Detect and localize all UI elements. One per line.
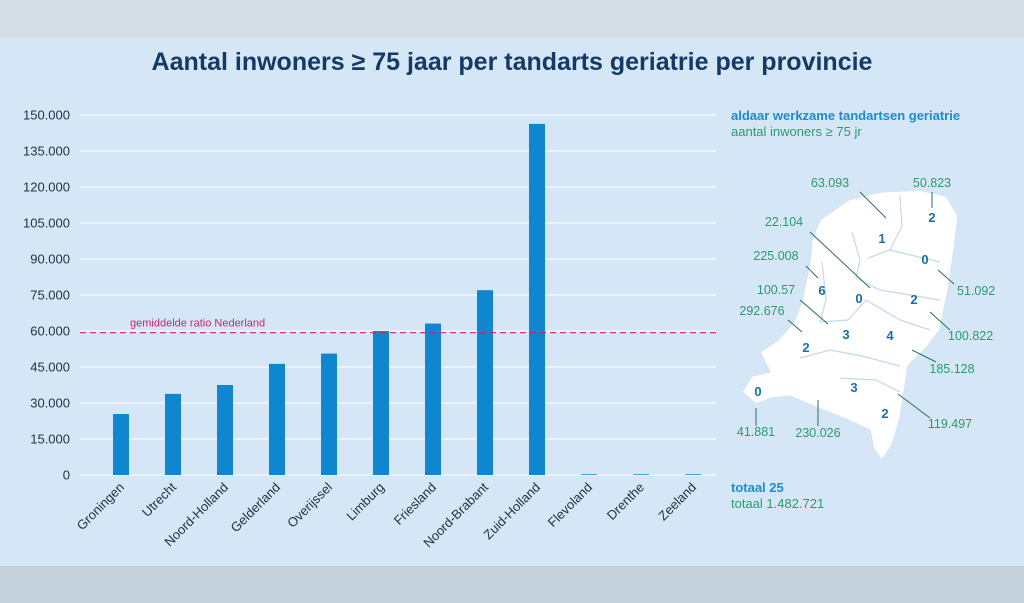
map-leader-line <box>809 231 871 289</box>
bar-zuid-holland <box>529 123 545 475</box>
map-dentist-count: 2 <box>802 340 809 355</box>
map-resident-count: 292.676 <box>739 304 784 318</box>
map-dentist-count: 2 <box>881 406 888 421</box>
map-resident-count: 225.008 <box>753 249 798 263</box>
y-tick-label: 45.000 <box>30 360 70 375</box>
chart-bars <box>113 123 701 475</box>
map-dentist-count: 4 <box>886 328 894 343</box>
y-axis-ticks: 0 15.000 30.000 45.000 60.000 75.000 90.000 105… <box>23 108 70 483</box>
x-category-label: Limburg <box>343 480 387 524</box>
y-tick-label: 105.000 <box>23 216 70 231</box>
bar-limburg <box>373 331 389 475</box>
map-leader-line <box>911 349 937 363</box>
top-band <box>0 0 1024 38</box>
x-category-label: Flevoland <box>545 480 595 530</box>
map-dentist-count: 0 <box>855 291 862 306</box>
map-dentist-count: 3 <box>842 327 849 342</box>
bar-groningen <box>113 414 129 475</box>
y-tick-label: 30.000 <box>30 396 70 411</box>
bottom-band <box>0 566 1024 603</box>
bar-overijssel <box>321 353 337 475</box>
bar-noord-brabant <box>477 290 493 475</box>
y-tick-label: 75.000 <box>30 288 70 303</box>
map-dentist-count: 2 <box>928 210 935 225</box>
map-resident-count: 100.57 <box>757 283 795 297</box>
y-tick-label: 135.000 <box>23 144 70 159</box>
bar-noord-holland <box>217 385 233 475</box>
average-reference-label: gemiddelde ratio Nederland <box>130 318 265 330</box>
chart-title: Aantal inwoners ≥ 75 jaar per tandarts g… <box>151 48 873 76</box>
province-borders <box>799 195 941 393</box>
y-tick-label: 60.000 <box>30 324 70 339</box>
map-leader-line <box>799 299 829 325</box>
total-residents: totaal 1.482.721 <box>731 496 825 511</box>
map-leader-line <box>897 393 931 419</box>
x-category-label: Groningen <box>74 480 128 534</box>
legend-subtitle: aantal inwoners ≥ 75 jr <box>731 124 862 139</box>
y-tick-label: 15.000 <box>30 432 70 447</box>
map-leader-line <box>859 191 887 219</box>
reference-line-group: gemiddelde ratio Nederland <box>80 318 716 334</box>
x-category-label: Utrecht <box>139 479 180 520</box>
y-tick-label: 120.000 <box>23 180 70 195</box>
map-resident-count: 185.128 <box>929 362 974 376</box>
map-dentist-count: 2 <box>910 292 917 307</box>
y-tick-label: 0 <box>63 468 70 483</box>
x-category-label: Friesland <box>391 480 439 528</box>
chart-grid <box>80 114 716 476</box>
map-leader-line <box>929 311 951 331</box>
map-resident-count: 119.497 <box>928 417 972 431</box>
map-outline <box>741 189 959 462</box>
map-leader-line <box>787 319 803 333</box>
total-dentists: totaal 25 <box>731 480 784 495</box>
y-tick-label: 150.000 <box>23 108 70 123</box>
map-leader-line <box>937 269 955 285</box>
bar-utrecht <box>165 393 181 475</box>
legend-title: aldaar werkzame tandartsen geriatrie <box>731 108 961 123</box>
map-resident-count: 41.881 <box>737 425 775 439</box>
bar-zeeland <box>685 474 701 475</box>
bar-flevoland <box>581 474 597 475</box>
x-category-label: Zeeland <box>655 480 699 524</box>
map-resident-count: 22.104 <box>765 215 803 229</box>
map-resident-count: 51.092 <box>957 284 995 298</box>
map-resident-count: 230.026 <box>795 426 840 440</box>
bar-drenthe <box>633 474 649 475</box>
bar-friesland <box>425 323 441 475</box>
map-resident-count: 63.093 <box>811 176 849 190</box>
map-dentist-count: 0 <box>921 252 928 267</box>
map-dentist-count: 1 <box>878 231 885 246</box>
map-dentist-count: 6 <box>818 283 825 298</box>
map-leader-line <box>805 265 819 279</box>
x-category-label: Gelderland <box>228 480 284 536</box>
map-resident-count: 100.822 <box>948 329 993 343</box>
x-category-label: Overijssel <box>284 479 335 530</box>
bar-gelderland <box>269 363 285 475</box>
map-dentist-count: 3 <box>850 380 857 395</box>
map-resident-count: 50.823 <box>913 176 951 190</box>
netherlands-map: 2 50.823 1 63.093 0 22.104 6 225.008 0 51.092 2 100… <box>737 176 995 462</box>
map-dentist-count: 0 <box>754 384 761 399</box>
y-tick-label: 90.000 <box>30 252 70 267</box>
x-category-label: Drenthe <box>604 480 647 523</box>
